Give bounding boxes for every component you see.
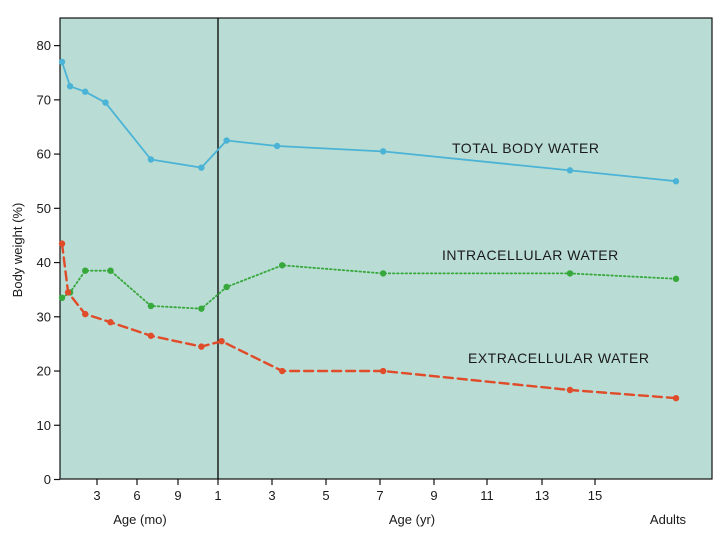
series-2-point — [672, 394, 680, 402]
x-tick-label: 9 — [174, 488, 181, 503]
y-tick-label: 70 — [37, 92, 51, 107]
series-2-point — [64, 289, 72, 296]
y-tick-label: 20 — [37, 364, 51, 379]
series-2-point — [379, 367, 387, 375]
total-body-water-label: TOTAL BODY WATER — [452, 140, 600, 156]
x-section-label-adults: Adults — [650, 512, 687, 527]
x-section-label-months: Age (mo) — [113, 512, 166, 527]
x-tick-label: 9 — [430, 488, 437, 503]
series-1-point — [58, 294, 66, 302]
series-0-point — [102, 99, 109, 106]
series-0-point — [66, 83, 74, 90]
series-2-point — [218, 338, 225, 345]
series-layer — [58, 58, 680, 402]
series-2-point — [147, 332, 155, 339]
series-2-point — [566, 386, 574, 394]
y-tick-label: 40 — [37, 255, 51, 270]
series-0-point — [198, 164, 205, 171]
series-0-point — [379, 148, 387, 155]
series-0-point — [223, 137, 230, 144]
y-axis-title: Body weight (%) — [10, 203, 25, 298]
series-0-point — [566, 167, 574, 174]
series-1-point — [278, 262, 286, 269]
y-tick-label: 80 — [37, 38, 51, 53]
series-1-point — [198, 305, 205, 312]
y-tick-label: 60 — [37, 147, 51, 162]
series-0-point — [82, 88, 89, 95]
x-tick-label: 11 — [480, 488, 494, 503]
series-2-point — [107, 319, 114, 326]
plot-area — [59, 17, 713, 480]
series-2-point — [58, 240, 66, 247]
x-tick-label: 5 — [322, 488, 329, 503]
y-axis: 0 10 20 30 40 50 60 70 80 — [37, 38, 60, 487]
series-2-point — [278, 367, 286, 375]
series-0-point — [273, 142, 281, 150]
x-tick-label: 13 — [535, 488, 549, 503]
x-tick-label: 3 — [268, 488, 275, 503]
series-1-point — [107, 267, 114, 274]
x-tick-label: 3 — [93, 488, 100, 503]
series-1-point — [566, 270, 574, 277]
series-1-point — [147, 302, 155, 310]
x-tick-label: 15 — [588, 488, 602, 503]
y-tick-label: 10 — [37, 418, 51, 433]
intracellular-water-label: INTRACELLULAR WATER — [442, 247, 619, 263]
extracellular-water-label: EXTRACELLULAR WATER — [468, 350, 649, 366]
y-tick-label: 30 — [37, 309, 51, 324]
y-tick-label: 0 — [44, 472, 51, 487]
series-0-point — [147, 156, 155, 163]
x-axis: 3 6 9 1 3 5 7 9 11 13 15 — [93, 479, 602, 503]
series-1-point — [82, 267, 89, 274]
x-section-label-years: Age (yr) — [389, 512, 435, 527]
series-2-point — [82, 310, 89, 318]
x-tick-label: 1 — [214, 488, 221, 503]
x-tick-label: 7 — [376, 488, 383, 503]
x-tick-label: 6 — [133, 488, 140, 503]
series-1-point — [223, 283, 230, 291]
series-0-point — [672, 178, 680, 185]
series-1-point — [672, 275, 680, 283]
series-0-point — [58, 58, 66, 66]
series-1-point — [379, 270, 387, 277]
series-2-point — [198, 343, 205, 350]
y-tick-label: 50 — [37, 201, 51, 216]
